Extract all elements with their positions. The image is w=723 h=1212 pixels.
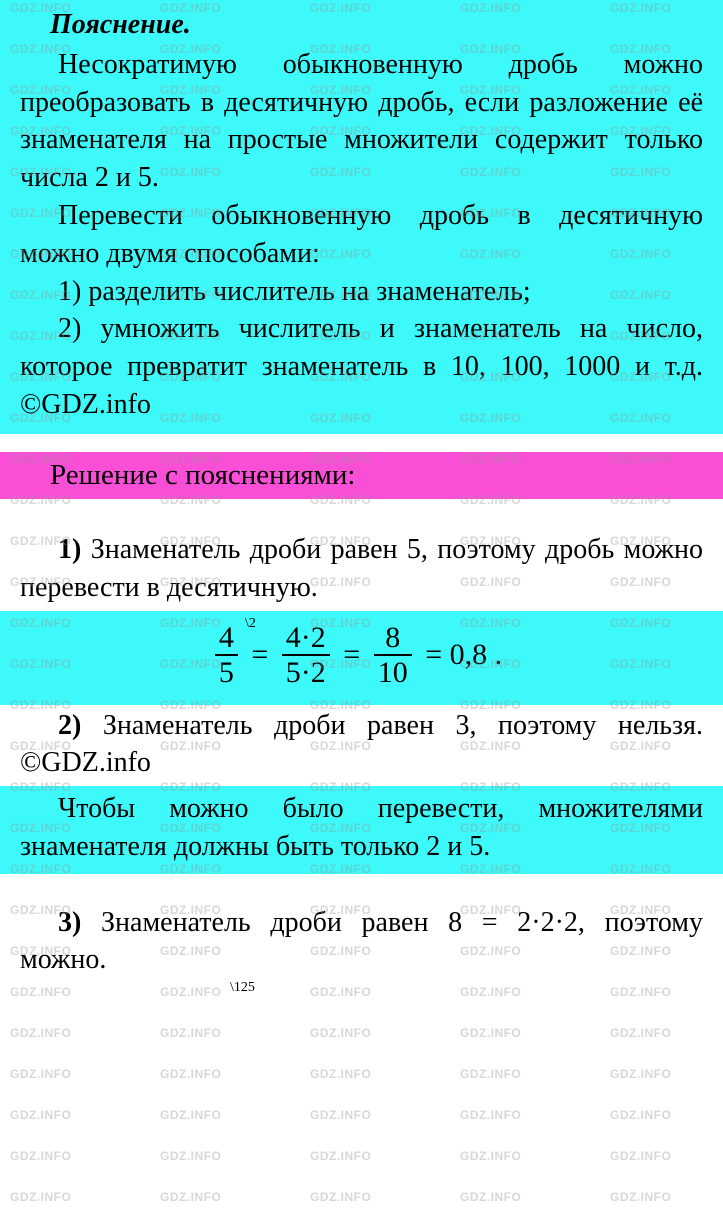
explanation-block: Пояснение. Несократимую обыкновенную дро… <box>0 0 723 434</box>
watermark-text: GDZ.INFO <box>160 1066 221 1082</box>
explanation-para-1: Несократимую обыкновенную дробь можно пр… <box>20 46 703 197</box>
watermark-text: GDZ.INFO <box>310 1148 371 1164</box>
item-3-label: 3) <box>58 907 81 938</box>
frac3-den: 10 <box>374 656 412 691</box>
frac1-num: 4 <box>215 621 238 656</box>
result-text: = 0,8 . <box>419 635 508 676</box>
watermark-text: GDZ.INFO <box>610 1025 671 1041</box>
watermark-text: GDZ.INFO <box>160 1189 221 1205</box>
equals-2: = <box>337 635 366 676</box>
solution-item-1: 1) Знаменатель дроби равен 5, поэтому др… <box>0 529 723 611</box>
watermark-text: GDZ.INFO <box>460 1066 521 1082</box>
watermark-text: GDZ.INFO <box>10 1025 71 1041</box>
item-1-label: 1) <box>58 534 81 565</box>
frac1-sup: \2 <box>245 615 256 634</box>
cut-row: \125 <box>0 983 723 1001</box>
watermark-text: GDZ.INFO <box>160 1107 221 1123</box>
watermark-text: GDZ.INFO <box>610 1066 671 1082</box>
watermark-text: GDZ.INFO <box>610 1148 671 1164</box>
item-2-extra-text: Чтобы можно было перевести, множителями … <box>20 790 703 866</box>
solution-item-2: 2) Знаменатель дроби равен 3, поэтому не… <box>0 705 723 787</box>
watermark-text: GDZ.INFO <box>460 1189 521 1205</box>
item-1-text: 1) Знаменатель дроби равен 5, поэтому др… <box>20 531 703 607</box>
item-3-body: Знаменатель дроби равен 8 = 2·2·2, поэто… <box>20 907 703 976</box>
explanation-list-item-1: 1) разделить числитель на знаме­натель; <box>20 273 703 311</box>
watermark-text: GDZ.INFO <box>10 1189 71 1205</box>
watermark-text: GDZ.INFO <box>310 1107 371 1123</box>
white-gap-3 <box>0 874 723 902</box>
watermark-text: GDZ.INFO <box>460 1107 521 1123</box>
solution-header-bar: Решение с пояснениями: <box>0 452 723 499</box>
watermark-text: GDZ.INFO <box>310 1066 371 1082</box>
frac2-num: 4·2 <box>282 621 330 656</box>
watermark-text: GDZ.INFO <box>610 1189 671 1205</box>
watermark-text: GDZ.INFO <box>610 1107 671 1123</box>
item-2-extra-block: Чтобы можно было перевести, множителями … <box>0 786 723 874</box>
solution-header-text: Решение с пояснениями: <box>50 459 355 491</box>
item-2-text: 2) Знаменатель дроби равен 3, поэтому не… <box>20 707 703 783</box>
watermark-text: GDZ.INFO <box>460 1148 521 1164</box>
item3-sup: \125 <box>230 979 255 998</box>
explanation-para-2: Перевести обыкновенную дробь в десятичну… <box>20 197 703 273</box>
item-3-text: 3) Знаменатель дроби равен 8 = 2·2·2, по… <box>20 904 703 980</box>
equation-1-block: 4 5 \2 = 4·2 5·2 = 8 10 = 0,8 . <box>0 611 723 705</box>
item-2-body: Знаменатель дроби равен 3, поэтому нельз… <box>20 710 703 779</box>
fraction-2: 4·2 5·2 <box>282 621 330 691</box>
equation-1: 4 5 \2 = 4·2 5·2 = 8 10 = 0,8 . <box>20 613 703 703</box>
watermark-text: GDZ.INFO <box>310 1025 371 1041</box>
watermark-text: GDZ.INFO <box>160 1025 221 1041</box>
item-1-body: Знаменатель дроби равен 5, поэтому дробь… <box>20 534 703 603</box>
watermark-text: GDZ.INFO <box>310 1189 371 1205</box>
solution-item-3: 3) Знаменатель дроби равен 8 = 2·2·2, по… <box>0 902 723 984</box>
fraction-3: 8 10 <box>374 621 412 691</box>
frac1-den: 5 <box>215 656 238 691</box>
watermark-text: GDZ.INFO <box>460 1025 521 1041</box>
fraction-1: 4 5 \2 <box>215 621 238 691</box>
explanation-list-item-2: 2) умножить числитель и знамена­тель на … <box>20 310 703 423</box>
white-gap-2 <box>0 499 723 529</box>
item-2-label: 2) <box>58 710 81 741</box>
frac2-den: 5·2 <box>282 656 330 691</box>
watermark-text: GDZ.INFO <box>160 1148 221 1164</box>
white-gap <box>0 440 723 452</box>
watermark-text: GDZ.INFO <box>10 1107 71 1123</box>
frac3-num: 8 <box>374 621 412 656</box>
explanation-heading: Пояснение. <box>20 6 703 46</box>
watermark-text: GDZ.INFO <box>10 1148 71 1164</box>
watermark-text: GDZ.INFO <box>10 1066 71 1082</box>
equals-1: = <box>245 635 274 676</box>
